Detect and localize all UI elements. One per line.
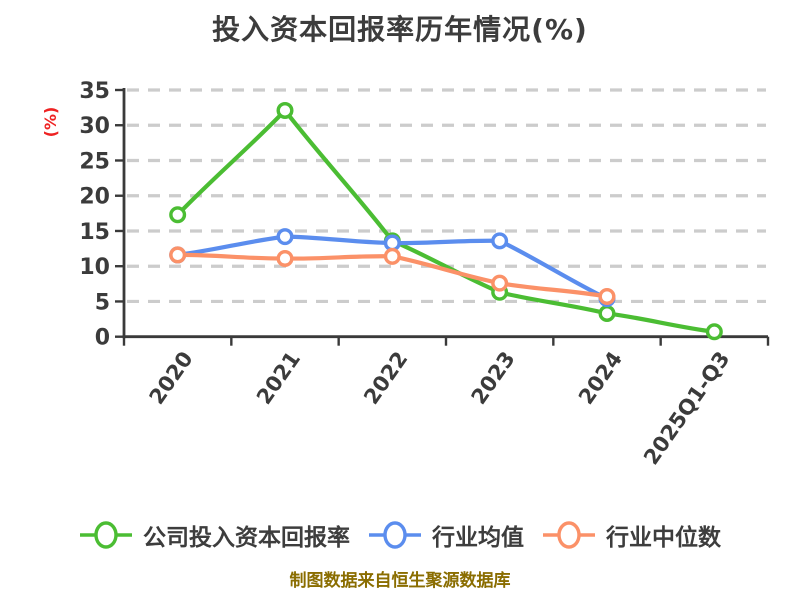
x-tick-label: 2021 bbox=[252, 347, 305, 409]
chart-legend: 公司投入资本回报率 行业均值 行业中位数 bbox=[0, 518, 800, 552]
chart-title: 投入资本回报率历年情况(%) bbox=[212, 13, 588, 46]
y-tick-label: 5 bbox=[95, 290, 110, 315]
y-tick-label: 0 bbox=[95, 326, 110, 351]
series-line-2 bbox=[497, 281, 610, 299]
series-line-1 bbox=[497, 238, 610, 301]
series-line-2 bbox=[390, 254, 502, 286]
series-line-0 bbox=[282, 108, 395, 243]
data-point-series-2 bbox=[598, 288, 616, 306]
legend-circle bbox=[94, 521, 118, 549]
legend-marker-industry-mean-icon bbox=[369, 521, 421, 549]
x-tick-label: 2023 bbox=[467, 347, 520, 409]
x-tick-label: 2022 bbox=[359, 347, 412, 409]
series-line-2 bbox=[282, 254, 395, 261]
legend-item-industry-median: 行业中位数 bbox=[542, 518, 721, 552]
data-point-series-1 bbox=[276, 228, 294, 246]
data-point-series-2 bbox=[276, 249, 294, 267]
data-point-series-2 bbox=[491, 274, 509, 292]
y-tick-label: 10 bbox=[79, 255, 110, 280]
data-point-series-0 bbox=[169, 206, 187, 224]
legend-label-industry-median: 行业中位数 bbox=[606, 525, 721, 551]
legend-circle bbox=[557, 521, 581, 549]
y-tick-label: 30 bbox=[79, 114, 110, 139]
series-line-0 bbox=[604, 311, 717, 334]
data-point-series-0 bbox=[598, 304, 616, 322]
data-point-series-0 bbox=[705, 323, 723, 341]
x-tick-label: 2024 bbox=[574, 347, 627, 409]
y-axis-label: (%) bbox=[41, 107, 60, 138]
series-line-1 bbox=[390, 238, 502, 246]
data-source-note: 制图数据来自恒生聚源数据库 bbox=[289, 571, 511, 591]
series-line-2 bbox=[175, 252, 288, 261]
y-tick-label: 25 bbox=[79, 149, 110, 174]
data-point-series-1 bbox=[491, 232, 509, 250]
legend-marker-industry-median-icon bbox=[543, 521, 595, 549]
data-point-series-2 bbox=[169, 246, 187, 264]
legend-item-industry-mean: 行业均值 bbox=[368, 518, 524, 552]
y-tick-label: 15 bbox=[79, 220, 110, 245]
legend-marker-company-icon bbox=[80, 521, 132, 549]
series-line-1 bbox=[282, 234, 395, 246]
x-tick-label: 2020 bbox=[145, 347, 198, 409]
series-line-0 bbox=[175, 108, 288, 217]
data-point-series-2 bbox=[383, 247, 401, 265]
y-tick-label: 20 bbox=[79, 185, 110, 210]
legend-label-company: 公司投入资本回报率 bbox=[143, 525, 350, 551]
data-point-series-0 bbox=[276, 101, 294, 119]
series-line-0 bbox=[497, 290, 610, 316]
data-point-series-1 bbox=[383, 234, 401, 252]
legend-circle bbox=[383, 521, 407, 549]
series-line-1 bbox=[175, 234, 288, 258]
legend-item-company: 公司投入资本回报率 bbox=[79, 518, 350, 552]
x-tick-label: 2025Q1-Q3 bbox=[639, 347, 734, 469]
series-line-0 bbox=[390, 238, 502, 295]
legend-label-industry-mean: 行业均值 bbox=[432, 525, 524, 551]
y-tick-label: 35 bbox=[79, 79, 110, 104]
